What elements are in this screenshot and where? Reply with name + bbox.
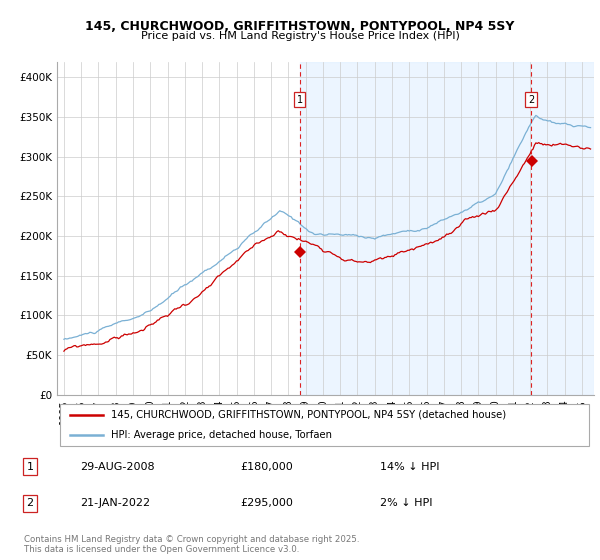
Text: Contains HM Land Registry data © Crown copyright and database right 2025.
This d: Contains HM Land Registry data © Crown c…	[24, 535, 359, 554]
Text: Price paid vs. HM Land Registry's House Price Index (HPI): Price paid vs. HM Land Registry's House …	[140, 31, 460, 41]
Text: 14% ↓ HPI: 14% ↓ HPI	[380, 462, 439, 472]
Text: £180,000: £180,000	[240, 462, 293, 472]
Text: 145, CHURCHWOOD, GRIFFITHSTOWN, PONTYPOOL, NP4 5SY (detached house): 145, CHURCHWOOD, GRIFFITHSTOWN, PONTYPOO…	[111, 410, 506, 420]
Text: HPI: Average price, detached house, Torfaen: HPI: Average price, detached house, Torf…	[111, 430, 332, 440]
Text: 29-AUG-2008: 29-AUG-2008	[80, 462, 155, 472]
Text: 145, CHURCHWOOD, GRIFFITHSTOWN, PONTYPOOL, NP4 5SY: 145, CHURCHWOOD, GRIFFITHSTOWN, PONTYPOO…	[85, 20, 515, 32]
Bar	[300, 62, 594, 395]
Text: 2% ↓ HPI: 2% ↓ HPI	[380, 498, 433, 508]
Text: 2: 2	[26, 498, 34, 508]
Text: 1: 1	[26, 462, 34, 472]
FancyBboxPatch shape	[59, 404, 589, 446]
Text: 1: 1	[297, 95, 303, 105]
Text: £295,000: £295,000	[240, 498, 293, 508]
Text: 21-JAN-2022: 21-JAN-2022	[80, 498, 150, 508]
Text: 2: 2	[528, 95, 534, 105]
